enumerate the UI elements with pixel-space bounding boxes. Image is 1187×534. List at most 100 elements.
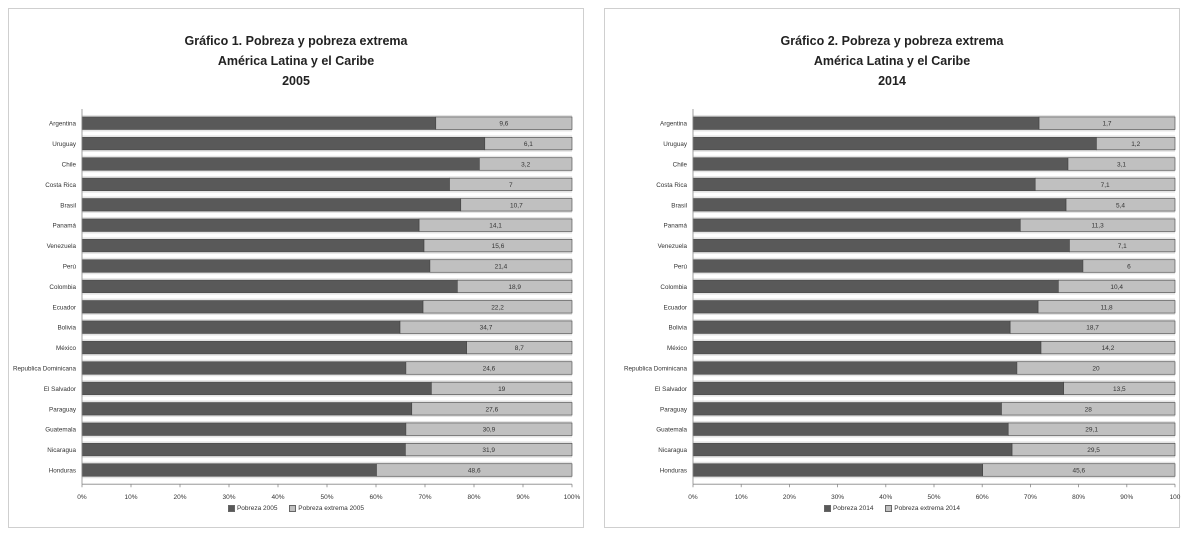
data-label: 7,1 bbox=[1118, 243, 1127, 250]
chart-title-line-1: Gráfico 1. Pobreza y pobreza extrema bbox=[184, 34, 408, 48]
bar-chart-2005: Argentina 9,6 Uruguay 6,1 Chile 3,2 Costa Rica… bbox=[13, 109, 581, 499]
x-tick-label: 90% bbox=[516, 494, 529, 499]
bar-pobreza-extrema bbox=[460, 198, 573, 212]
bar-pobreza-extrema bbox=[466, 341, 573, 355]
bar-pobreza-extrema bbox=[1007, 422, 1176, 436]
bar-pobreza bbox=[692, 218, 1021, 232]
data-label: 3,2 bbox=[521, 162, 530, 169]
legend-swatch-light bbox=[289, 505, 297, 512]
data-label: 6,1 bbox=[524, 141, 533, 148]
data-label: 20 bbox=[1092, 366, 1100, 373]
bar-pobreza-extrema bbox=[479, 157, 573, 171]
data-label: 1,2 bbox=[1131, 141, 1140, 148]
data-label: 7,1 bbox=[1101, 182, 1110, 189]
x-tick-label: 50% bbox=[320, 494, 333, 499]
data-label: 22,2 bbox=[491, 304, 504, 311]
bar-pobreza bbox=[81, 259, 431, 273]
bar-pobreza-extrema bbox=[1065, 198, 1176, 212]
bar-pobreza-extrema bbox=[431, 381, 573, 395]
bar-pobreza bbox=[81, 463, 377, 477]
bar-pobreza bbox=[81, 218, 420, 232]
data-label: 19 bbox=[498, 386, 506, 393]
category-label: Colombia bbox=[49, 284, 76, 291]
bar-pobreza-extrema bbox=[1069, 239, 1176, 253]
bar-pobreza bbox=[81, 402, 413, 416]
legend-swatch-dark bbox=[823, 505, 831, 512]
category-label: Venezuela bbox=[658, 243, 688, 250]
category-label: Costa Rica bbox=[45, 182, 76, 189]
category-label: Argentina bbox=[660, 121, 687, 128]
chart-title-line-2: América Latina y el Caribe bbox=[813, 54, 971, 68]
bar-pobreza bbox=[81, 341, 467, 355]
category-label: Paraguay bbox=[660, 406, 688, 413]
x-tick-label: 30% bbox=[831, 494, 844, 499]
bar-pobreza-extrema bbox=[405, 422, 573, 436]
bar-pobreza bbox=[692, 198, 1067, 212]
data-label: 3,1 bbox=[1117, 162, 1126, 169]
x-tick-label: 70% bbox=[1024, 494, 1037, 499]
category-label: Nicaragua bbox=[658, 447, 687, 454]
bar-pobreza bbox=[81, 320, 401, 334]
data-label: 14,2 bbox=[1102, 345, 1115, 352]
bar-pobreza bbox=[81, 361, 407, 375]
data-label: 18,7 bbox=[1086, 325, 1099, 332]
bar-pobreza-extrema bbox=[1037, 300, 1176, 314]
data-label: 11,3 bbox=[1092, 223, 1105, 230]
legend-swatch-dark bbox=[227, 505, 235, 512]
bar-pobreza-extrema bbox=[376, 463, 573, 477]
data-label: 18,9 bbox=[508, 284, 521, 291]
data-label: 29,5 bbox=[1087, 447, 1100, 454]
category-label: Guatemala bbox=[45, 427, 76, 434]
bar-pobreza-extrema bbox=[405, 443, 573, 457]
legend-item-pobreza: Pobreza 2014 bbox=[823, 505, 873, 512]
category-label: Brasil bbox=[60, 202, 76, 209]
category-label: Republica Dominicana bbox=[13, 366, 77, 373]
data-label: 6 bbox=[1127, 264, 1131, 271]
bar-pobreza-extrema bbox=[405, 361, 573, 375]
bar-pobreza bbox=[81, 137, 486, 151]
bar-pobreza-extrema bbox=[449, 177, 573, 191]
data-label: 30,9 bbox=[483, 427, 496, 434]
legend-label: Pobreza extrema 2005 bbox=[298, 505, 365, 513]
bar-pobreza bbox=[81, 300, 424, 314]
bar-pobreza bbox=[692, 443, 1013, 457]
bar-pobreza bbox=[81, 239, 425, 253]
category-label: Paraguay bbox=[49, 406, 77, 413]
category-label: Uruguay bbox=[663, 141, 688, 148]
bar-pobreza bbox=[692, 239, 1070, 253]
data-label: 21,4 bbox=[495, 264, 508, 271]
category-label: Honduras bbox=[49, 468, 76, 475]
legend-label: Pobreza extrema 2014 bbox=[894, 505, 961, 513]
bar-pobreza bbox=[692, 361, 1018, 375]
category-label: Chile bbox=[62, 162, 77, 169]
category-label: México bbox=[56, 345, 76, 352]
bar-pobreza-extrema bbox=[1040, 341, 1176, 355]
category-label: Costa Rica bbox=[656, 182, 687, 189]
bar-pobreza bbox=[692, 463, 983, 477]
chart-legend: Pobreza 2014 Pobreza extrema 2014 bbox=[605, 505, 1179, 512]
bar-pobreza-extrema bbox=[484, 137, 573, 151]
bar-pobreza bbox=[81, 381, 432, 395]
bar-pobreza-extrema bbox=[1016, 361, 1176, 375]
chart-panel-2014: Gráfico 2. Pobreza y pobreza extrema Amé… bbox=[604, 8, 1181, 528]
bar-pobreza bbox=[692, 259, 1084, 273]
x-tick-label: 50% bbox=[927, 494, 940, 499]
category-label: Bolivia bbox=[57, 325, 76, 332]
bar-pobreza bbox=[81, 116, 437, 130]
bar-pobreza-extrema bbox=[1067, 157, 1176, 171]
bar-pobreza-extrema bbox=[1034, 177, 1176, 191]
x-tick-label: 0% bbox=[688, 494, 698, 499]
bar-pobreza bbox=[692, 279, 1059, 293]
category-label: Bolivia bbox=[668, 325, 687, 332]
category-label: Republica Dominicana bbox=[624, 366, 688, 373]
chart-panel-2005: Gráfico 1. Pobreza y pobreza extrema Amé… bbox=[8, 8, 584, 528]
data-label: 28 bbox=[1085, 406, 1093, 413]
data-label: 9,6 bbox=[499, 121, 508, 128]
category-label: Perú bbox=[674, 264, 688, 271]
legend-item-pobreza: Pobreza 2005 bbox=[227, 505, 277, 512]
bar-pobreza-extrema bbox=[1096, 137, 1176, 151]
bar-pobreza-extrema bbox=[411, 402, 573, 416]
data-label: 24,6 bbox=[483, 366, 496, 373]
category-label: Argentina bbox=[49, 121, 76, 128]
chart-title-line-3: 2005 bbox=[282, 74, 310, 88]
